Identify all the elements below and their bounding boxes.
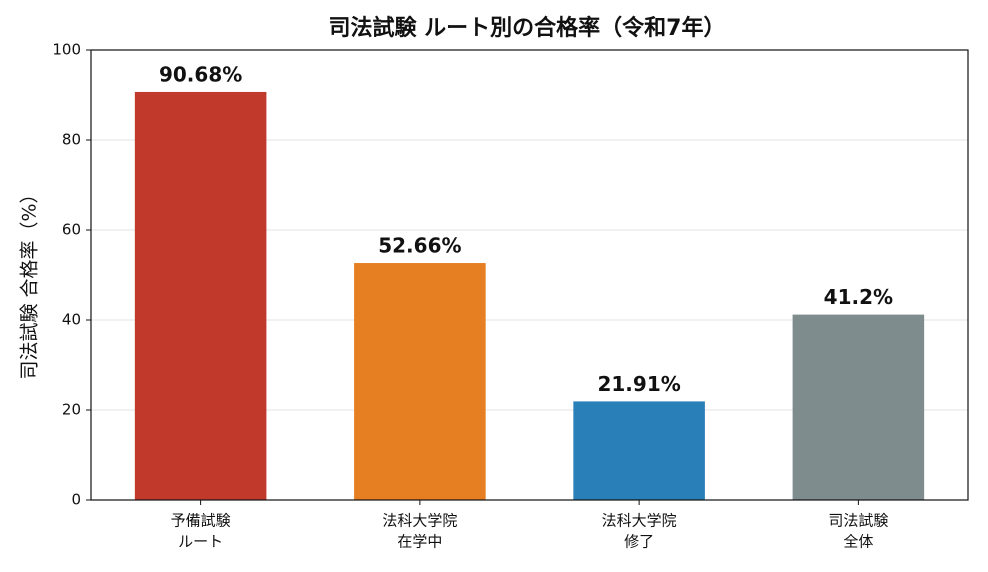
y-axis-label: 司法試験 合格率（%）	[19, 184, 41, 379]
x-tick-label: ルート	[178, 533, 223, 551]
value-label: 90.68%	[159, 62, 242, 86]
x-tick-label: 司法試験	[828, 512, 888, 530]
x-tick-label: 予備試験	[171, 512, 231, 530]
x-tick-label: 全体	[843, 533, 873, 551]
value-label: 21.91%	[597, 372, 680, 396]
y-tick-label: 80	[62, 131, 81, 149]
y-tick-label: 40	[62, 311, 81, 329]
bar	[134, 91, 267, 500]
y-tick-label: 100	[52, 41, 81, 59]
bar	[573, 401, 705, 500]
plot-frame	[90, 49, 969, 501]
x-tick-label: 在学中	[397, 533, 442, 551]
y-tick-label: 20	[62, 401, 81, 419]
bar	[792, 314, 925, 500]
value-label: 52.66%	[378, 234, 461, 258]
value-label: 41.2%	[824, 285, 893, 309]
bar	[354, 263, 486, 500]
x-tick-label: 法科大学院	[602, 512, 677, 530]
x-tick-label: 法科大学院	[382, 512, 457, 530]
y-tick-label: 0	[71, 491, 81, 509]
chart-title: 司法試験 ルート別の合格率（令和7年）	[329, 15, 726, 41]
x-tick-label: 修了	[624, 533, 654, 551]
y-tick-label: 60	[62, 221, 81, 239]
